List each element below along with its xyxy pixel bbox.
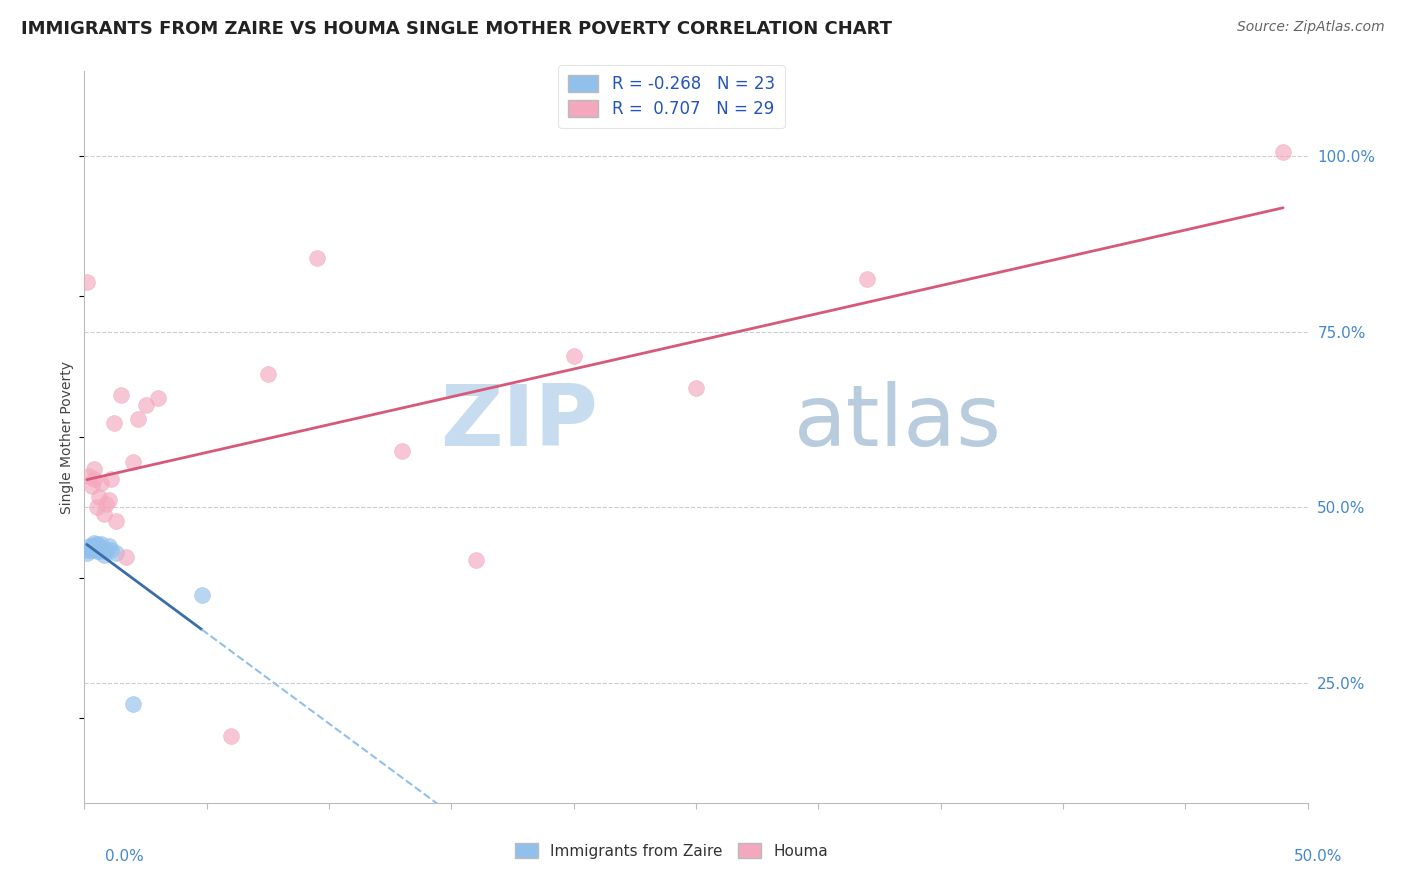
Point <box>87 544 110 558</box>
Point <box>83 472 105 486</box>
Point <box>97 493 120 508</box>
Point <box>77 542 100 557</box>
Point <box>83 535 105 549</box>
Point <box>76 542 98 557</box>
Point <box>90 542 112 557</box>
Point <box>93 548 115 562</box>
Point <box>86 500 108 515</box>
Point <box>100 542 122 557</box>
Point <box>77 468 100 483</box>
Y-axis label: Single Mother Poverty: Single Mother Poverty <box>60 360 75 514</box>
Point <box>86 541 108 556</box>
Point <box>86 544 108 558</box>
Point <box>105 515 128 529</box>
Point <box>87 539 110 553</box>
Point <box>257 367 280 381</box>
Point <box>76 276 98 290</box>
Point <box>562 349 585 363</box>
Point <box>110 388 132 402</box>
Text: atlas: atlas <box>794 381 1002 464</box>
Point <box>305 251 328 265</box>
Point <box>93 508 115 522</box>
Point <box>96 542 118 557</box>
Point <box>464 553 486 567</box>
Point <box>219 729 242 743</box>
Text: 0.0%: 0.0% <box>105 849 145 864</box>
Point <box>90 537 112 551</box>
Text: ZIP: ZIP <box>440 381 598 464</box>
Point <box>77 539 100 553</box>
Point <box>86 537 108 551</box>
Point <box>76 546 98 560</box>
Point <box>93 544 115 558</box>
Point <box>100 472 122 486</box>
Point <box>685 381 707 395</box>
Point <box>83 461 105 475</box>
Point <box>122 455 145 469</box>
Point <box>103 416 125 430</box>
Point <box>115 549 138 564</box>
Point <box>191 588 214 602</box>
Point <box>122 698 145 712</box>
Point <box>90 475 112 490</box>
Point <box>87 490 110 504</box>
Point <box>80 542 103 557</box>
Text: Source: ZipAtlas.com: Source: ZipAtlas.com <box>1237 20 1385 34</box>
Text: IMMIGRANTS FROM ZAIRE VS HOUMA SINGLE MOTHER POVERTY CORRELATION CHART: IMMIGRANTS FROM ZAIRE VS HOUMA SINGLE MO… <box>21 20 891 37</box>
Point <box>1272 145 1295 160</box>
Point <box>856 272 879 286</box>
Point <box>391 444 413 458</box>
Point <box>96 497 118 511</box>
Point <box>80 479 103 493</box>
Point <box>146 392 169 406</box>
Point <box>105 546 128 560</box>
Point <box>83 539 105 553</box>
Text: 50.0%: 50.0% <box>1295 849 1343 864</box>
Point <box>97 539 120 553</box>
Legend: Immigrants from Zaire, Houma: Immigrants from Zaire, Houma <box>509 837 834 864</box>
Point <box>127 412 149 426</box>
Point <box>80 539 103 553</box>
Point <box>135 399 157 413</box>
